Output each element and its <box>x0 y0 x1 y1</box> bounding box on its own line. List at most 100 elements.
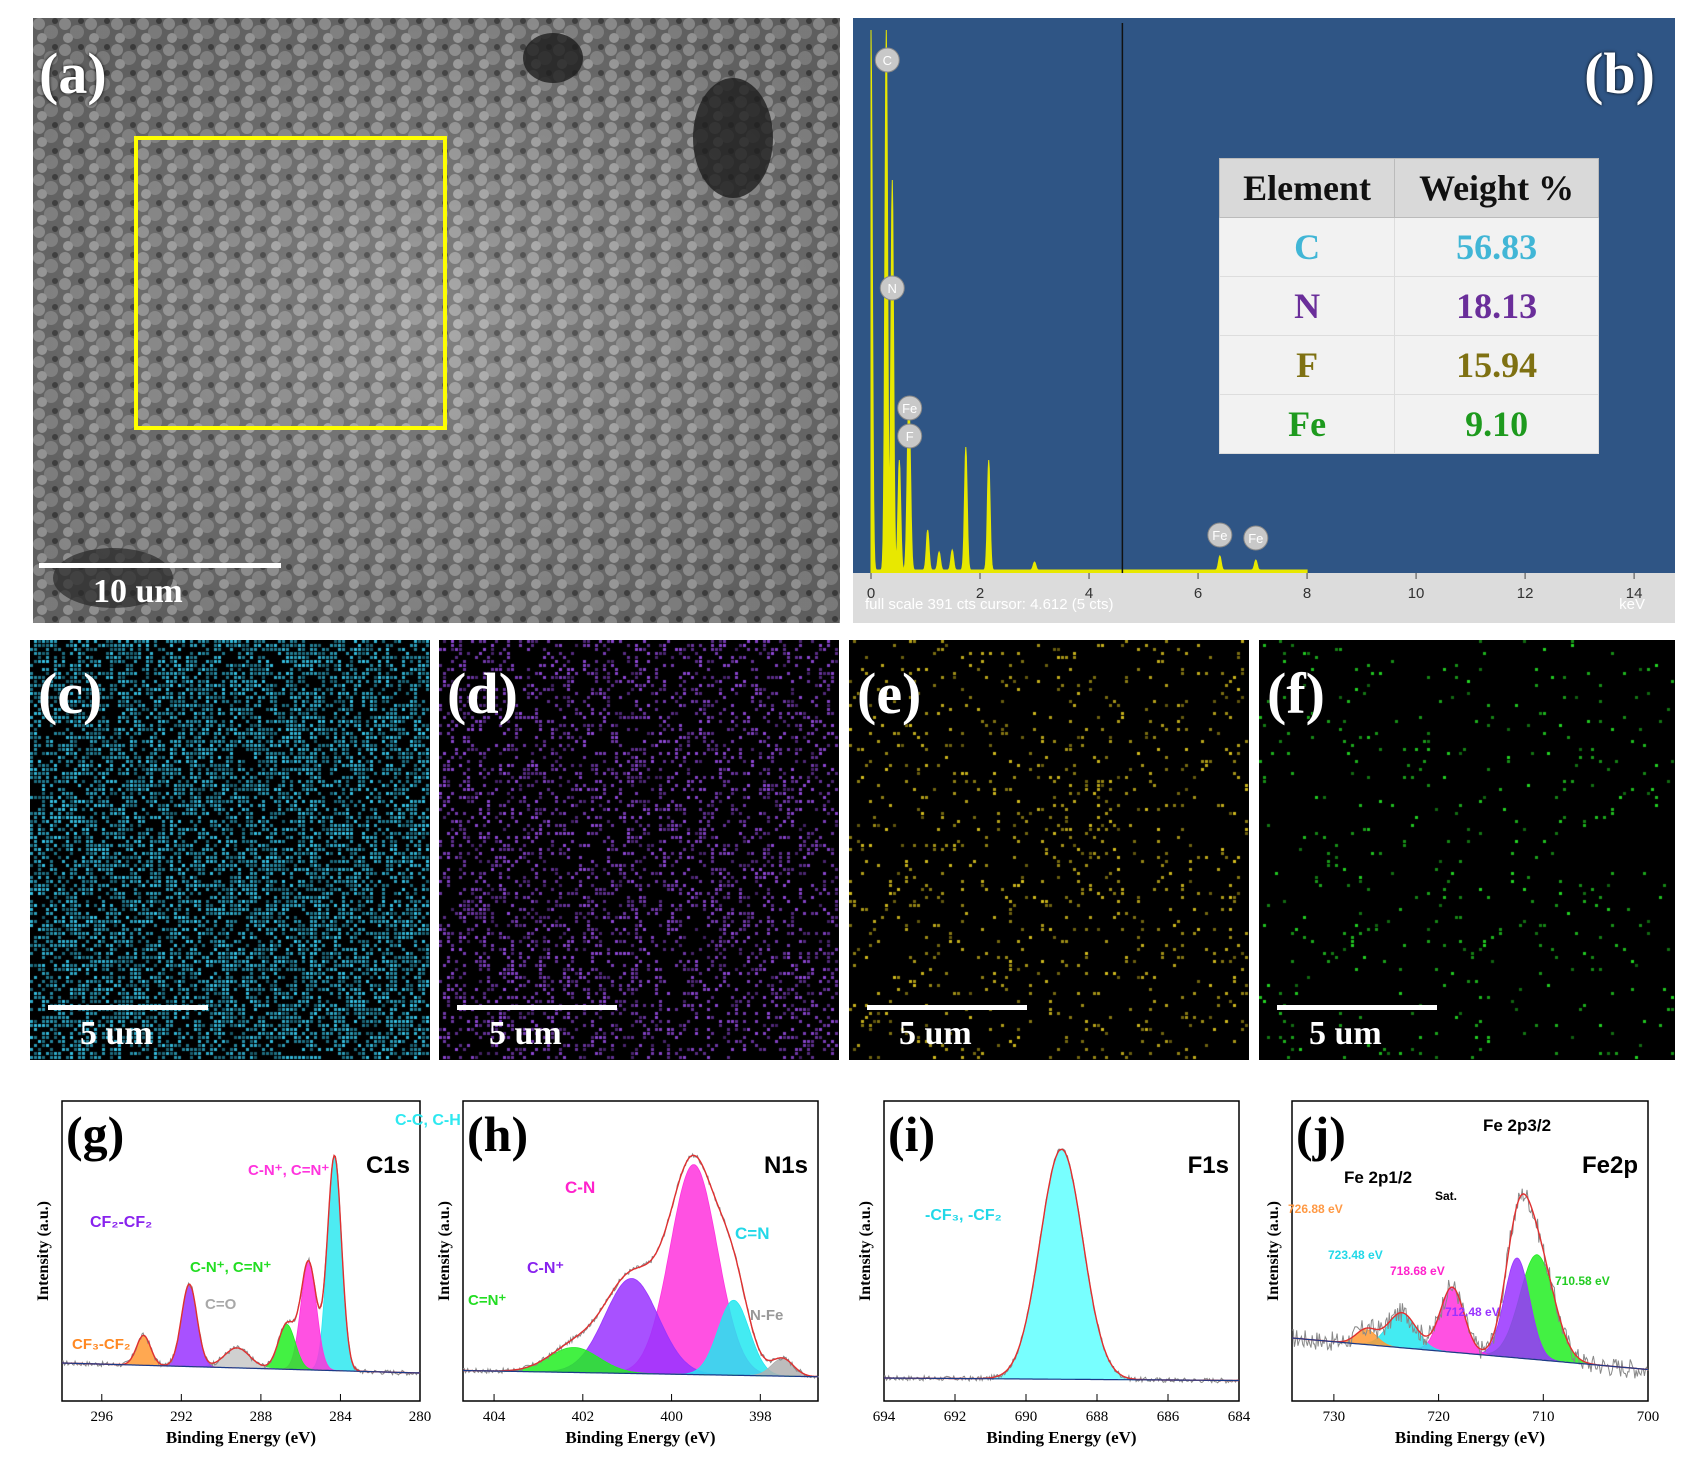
map-panel-e: (e) 5 um <box>849 640 1249 1060</box>
map-panel-f: (f) 5 um <box>1259 640 1675 1060</box>
peak-annotation: C=O <box>205 1296 237 1313</box>
weight-cell: 15.94 <box>1394 335 1599 395</box>
edx-tick-label: 12 <box>1517 585 1534 602</box>
x-tick-label: 684 <box>1228 1409 1251 1425</box>
sem-texture <box>33 18 840 623</box>
peak-annotation: C-N⁺, C=N⁺ <box>190 1259 271 1276</box>
svg-text:Fe: Fe <box>1248 531 1263 546</box>
peak-annotation: Fe 2p1/2 <box>1344 1168 1412 1187</box>
edx-peak-marker: Fe <box>897 395 923 421</box>
x-tick-label: 296 <box>91 1409 114 1425</box>
edx-tick-label: 4 <box>1085 585 1093 602</box>
x-tick-label: 710 <box>1532 1409 1555 1425</box>
panel-label-d: (d) <box>447 661 518 726</box>
spectrum-title: N1s <box>764 1152 808 1179</box>
nitrogen-map <box>439 640 839 1060</box>
svg-text:N: N <box>888 281 897 296</box>
weight-cell: 56.83 <box>1394 217 1599 277</box>
baseline-line <box>463 1369 819 1378</box>
edx-spectrum-trace <box>870 29 1308 574</box>
peak-annotation: Fe 2p3/2 <box>1483 1116 1551 1135</box>
edx-peak-marker: F <box>897 423 923 449</box>
baseline-line <box>62 1362 420 1374</box>
scale-bar-c <box>48 1005 208 1010</box>
x-tick-label: 686 <box>1157 1409 1180 1425</box>
panel-label-b: (b) <box>1584 41 1655 106</box>
peak-annotation: CF₂-CF₂ <box>90 1214 152 1231</box>
scale-text-d: 5 um <box>489 1015 562 1052</box>
scale-text-f: 5 um <box>1309 1015 1382 1052</box>
peak-annotation: -CF₃, -CF₂ <box>925 1207 1002 1224</box>
edx-tick-label: 0 <box>867 585 875 602</box>
svg-text:Fe: Fe <box>1212 528 1227 543</box>
panel-label-e: (e) <box>857 661 922 726</box>
edx-tick-label: 10 <box>1408 585 1425 602</box>
sem-image-panel: (a) 10 um <box>33 18 840 623</box>
map-panel-c: (c) 5 um <box>30 640 430 1060</box>
xps-spectra: 296 292 288 284 280 Binding Energy (eV) Intens… <box>35 1100 1660 1447</box>
edx-spectrum-panel: 0 2 4 6 8 10 12 14 C N Fe F Fe Fe full scale 391 cts … <box>853 18 1675 623</box>
x-tick-label: 688 <box>1086 1409 1109 1425</box>
xps-plot-g: 296 292 288 284 280 Binding Energy (eV) Intens… <box>35 1100 432 1447</box>
scale-text-a: 10 um <box>93 573 183 610</box>
scale-bar-e <box>867 1005 1027 1010</box>
edx-tick-label: 2 <box>976 585 984 602</box>
x-tick-label: 288 <box>250 1409 273 1425</box>
panel-label-a: (a) <box>39 41 107 106</box>
spectrum-title: C1s <box>366 1152 410 1179</box>
x-axis-label: Binding Energy (eV) <box>166 1428 316 1447</box>
peak-annotation: C-N <box>565 1178 595 1197</box>
weight-cell: 9.10 <box>1394 394 1599 454</box>
xps-plot-j: 730 720 710 700 Binding Energy (eV) Intensity… <box>1265 1100 1660 1447</box>
scale-bar-d <box>457 1005 617 1010</box>
x-tick-label: 694 <box>873 1409 896 1425</box>
y-axis-label: Intensity (a.u.) <box>857 1201 874 1301</box>
table-header-weight: Weight % <box>1394 158 1599 218</box>
x-tick-label: 280 <box>409 1409 432 1425</box>
x-tick-label: 720 <box>1427 1409 1450 1425</box>
x-tick-label: 404 <box>483 1409 506 1425</box>
edx-peak-marker: N <box>879 275 905 301</box>
y-axis-label: Intensity (a.u.) <box>436 1201 453 1301</box>
peak-annotation: N-Fe <box>750 1307 783 1324</box>
peak-annotation: C-C, C-H <box>395 1112 461 1129</box>
baseline-line <box>1291 1337 1649 1371</box>
svg-text:C: C <box>883 53 892 68</box>
x-tick-label: 692 <box>944 1409 967 1425</box>
edx-footer: full scale 391 cts cursor: 4.612 (5 cts) <box>865 596 1114 613</box>
peak-annotation: 710.58 eV <box>1555 1274 1610 1288</box>
peak-annotation: Sat. <box>1435 1189 1457 1203</box>
peak-annotation: 723.48 eV <box>1328 1248 1383 1262</box>
x-tick-label: 700 <box>1637 1409 1660 1425</box>
x-tick-label: 690 <box>1015 1409 1038 1425</box>
peak-annotation: C=N <box>735 1224 769 1243</box>
x-tick-label: 292 <box>170 1409 193 1425</box>
table-row: F 15.94 <box>1218 335 1599 395</box>
panel-label-h: (h) <box>467 1106 528 1162</box>
scale-text-c: 5 um <box>80 1015 153 1052</box>
edx-peak-marker: C <box>874 47 900 73</box>
panel-label-j: (j) <box>1296 1106 1346 1162</box>
edx-peak-marker: Fe <box>1243 525 1269 551</box>
peak-annotation: 712.48 eV <box>1445 1305 1500 1319</box>
edx-unit: keV <box>1619 596 1645 613</box>
panel-label-i: (i) <box>888 1106 935 1162</box>
x-axis-label: Binding Energy (eV) <box>986 1428 1136 1447</box>
x-tick-label: 284 <box>329 1409 352 1425</box>
xps-plot-h: 404 402 400 398 Binding Energy (eV) Intensity… <box>436 1100 819 1447</box>
spectrum-title: F1s <box>1188 1152 1229 1179</box>
table-row: C 56.83 <box>1218 217 1599 277</box>
peak-annotation: C-N⁺ <box>527 1260 564 1277</box>
spectrum-title: Fe2p <box>1582 1152 1638 1179</box>
edx-peak-marker: Fe <box>1207 522 1233 548</box>
y-axis-label: Intensity (a.u.) <box>1265 1201 1282 1301</box>
y-axis-label: Intensity (a.u.) <box>35 1201 52 1301</box>
element-cell: N <box>1218 276 1396 336</box>
x-axis-label: Binding Energy (eV) <box>565 1428 715 1447</box>
svg-text:Fe: Fe <box>902 401 917 416</box>
panel-label-f: (f) <box>1267 661 1325 726</box>
scale-text-e: 5 um <box>899 1015 972 1052</box>
baseline-line <box>884 1377 1239 1382</box>
envelope-line <box>463 1154 819 1378</box>
envelope-line <box>1291 1193 1649 1371</box>
